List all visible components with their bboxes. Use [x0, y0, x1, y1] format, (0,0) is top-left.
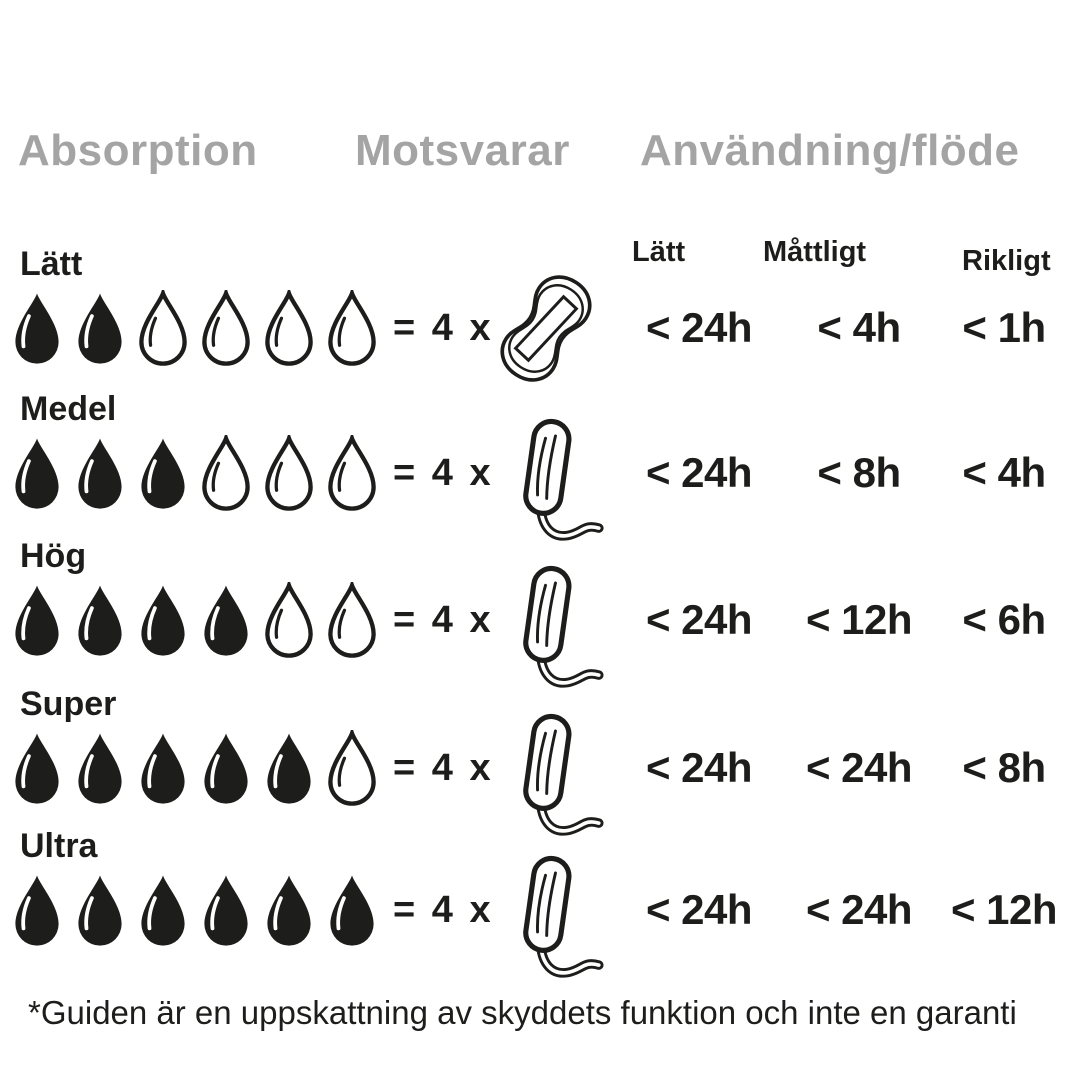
product-icon-holder: [502, 552, 612, 688]
absorption-level-label: Lätt: [20, 245, 83, 283]
pad-icon: [502, 266, 590, 391]
usage-time-value: < 24h: [645, 449, 753, 496]
drop-scale: [10, 730, 379, 806]
usage-times: < 24h < 24h < 12h: [615, 872, 1073, 948]
drop-filled-icon: [10, 582, 64, 658]
usage-times: < 24h < 4h < 1h: [615, 290, 1073, 366]
absorption-row: Medel = 4 x < 24h < 8h < 4h: [0, 389, 1080, 539]
drop-filled-icon: [10, 872, 64, 948]
flow-header-moderate: Måttligt: [763, 236, 867, 268]
drop-empty-icon: [325, 582, 379, 658]
drop-filled-icon: [325, 872, 379, 948]
absorption-level-label: Ultra: [20, 827, 98, 865]
product-icon-holder: [502, 700, 612, 836]
usage-time-value: < 8h: [962, 744, 1046, 791]
product-icon-holder: [502, 842, 612, 978]
drop-filled-icon: [136, 730, 190, 806]
absorption-row: Ultra = 4 x < 24h < 24h < 12h: [0, 826, 1080, 976]
multiplier-label: = 4 x: [393, 888, 494, 931]
drop-scale: [10, 435, 379, 511]
usage-time-value: < 4h: [817, 304, 901, 351]
usage-times: < 24h < 12h < 6h: [615, 582, 1073, 658]
drop-scale-line: = 4 x: [10, 872, 612, 948]
tampon-icon: [502, 562, 612, 698]
drop-empty-icon: [199, 290, 253, 366]
usage-time-value: < 12h: [950, 886, 1058, 933]
drop-filled-icon: [199, 730, 253, 806]
column-header-absorption: Absorption: [18, 126, 258, 175]
drop-filled-icon: [10, 290, 64, 366]
usage-time-value: < 24h: [805, 886, 913, 933]
tampon-icon: [502, 415, 612, 551]
absorption-level-label: Hög: [20, 537, 87, 575]
drop-filled-icon: [73, 730, 127, 806]
drop-empty-icon: [262, 435, 316, 511]
multiplier-label: = 4 x: [393, 746, 494, 789]
usage-times: < 24h < 8h < 4h: [615, 435, 1073, 511]
absorption-row: Lätt = 4 x < 24h < 4h < 1h: [0, 244, 1080, 394]
flow-header-heavy: Rikligt: [962, 245, 1051, 277]
drop-filled-icon: [73, 582, 127, 658]
drop-scale: [10, 582, 379, 658]
footnote: *Guiden är en uppskattning av skyddets f…: [28, 994, 1017, 1031]
product-icon-holder: [502, 266, 590, 391]
drop-scale-line: = 4 x: [10, 435, 612, 511]
column-header-equivalent: Motsvarar: [355, 126, 570, 175]
usage-time-value: < 24h: [645, 596, 753, 643]
usage-time-value: < 24h: [645, 304, 753, 351]
drop-scale: [10, 290, 379, 366]
tampon-icon: [502, 852, 612, 988]
absorption-level-label: Medel: [20, 390, 117, 428]
drop-filled-icon: [10, 730, 64, 806]
column-header-usage-flow: Användning/flöde: [640, 126, 1020, 175]
drop-empty-icon: [325, 290, 379, 366]
usage-time-value: < 4h: [962, 449, 1046, 496]
multiplier-label: = 4 x: [393, 598, 494, 641]
usage-time-value: < 12h: [805, 596, 913, 643]
absorption-row: Super = 4 x < 24h < 24h < 8h: [0, 684, 1080, 834]
multiplier-label: = 4 x: [393, 306, 494, 349]
drop-empty-icon: [325, 730, 379, 806]
multiplier-label: = 4 x: [393, 451, 494, 494]
drop-empty-icon: [262, 290, 316, 366]
drop-filled-icon: [136, 582, 190, 658]
usage-time-value: < 24h: [645, 886, 753, 933]
flow-header-light: Lätt: [632, 236, 686, 268]
product-icon-holder: [502, 405, 612, 541]
drop-empty-icon: [262, 582, 316, 658]
drop-scale-line: = 4 x: [10, 730, 612, 806]
drop-empty-icon: [199, 435, 253, 511]
drop-empty-icon: [325, 435, 379, 511]
absorption-level-label: Super: [20, 685, 117, 723]
usage-time-value: < 24h: [645, 744, 753, 791]
usage-time-value: < 24h: [805, 744, 913, 791]
drop-scale-line: = 4 x: [10, 582, 612, 658]
drop-filled-icon: [73, 290, 127, 366]
usage-time-value: < 8h: [817, 449, 901, 496]
drop-filled-icon: [199, 582, 253, 658]
drop-filled-icon: [262, 730, 316, 806]
usage-time-value: < 6h: [962, 596, 1046, 643]
usage-time-value: < 1h: [962, 304, 1046, 351]
usage-times: < 24h < 24h < 8h: [615, 730, 1073, 806]
absorption-row: Hög = 4 x < 24h < 12h < 6h: [0, 536, 1080, 686]
drop-filled-icon: [262, 872, 316, 948]
drop-empty-icon: [136, 290, 190, 366]
drop-filled-icon: [73, 872, 127, 948]
drop-filled-icon: [10, 435, 64, 511]
drop-filled-icon: [136, 435, 190, 511]
drop-filled-icon: [199, 872, 253, 948]
drop-filled-icon: [73, 435, 127, 511]
drop-scale-line: = 4 x: [10, 290, 590, 366]
drop-scale: [10, 872, 379, 948]
drop-filled-icon: [136, 872, 190, 948]
